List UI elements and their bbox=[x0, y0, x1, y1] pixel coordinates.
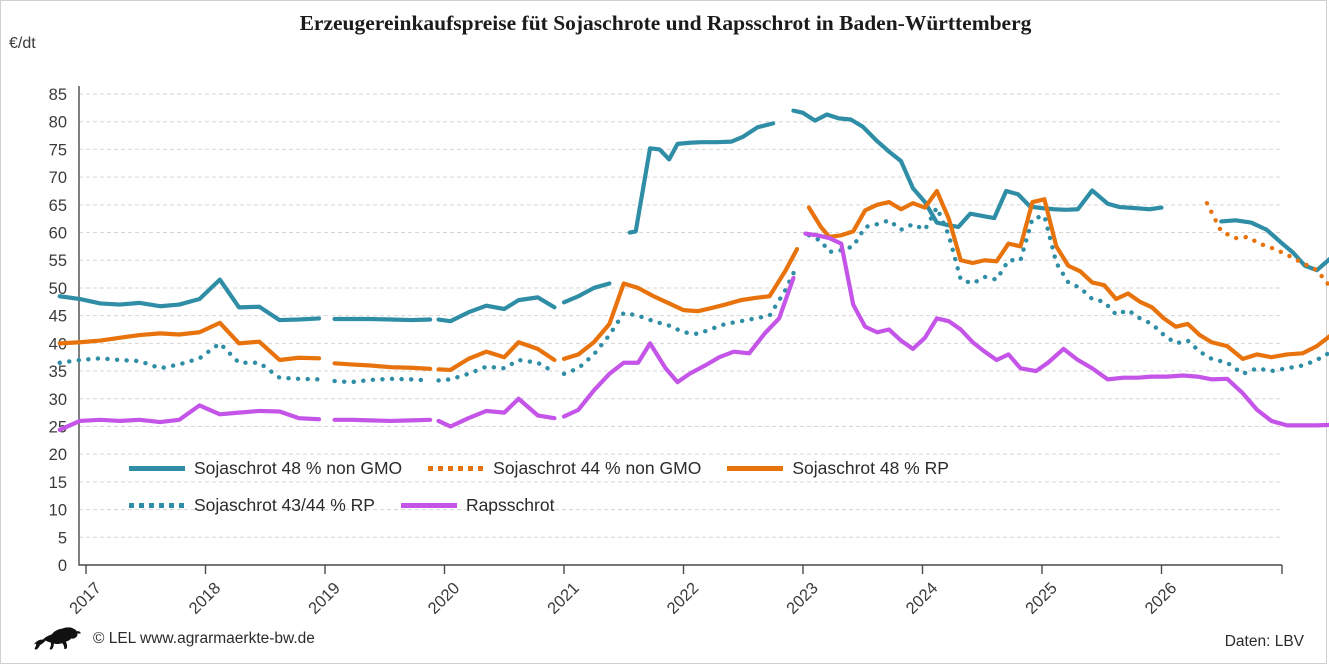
legend-swatch-sojaschrot-48-non-gmo bbox=[129, 466, 185, 471]
legend-swatch-rapsschrot bbox=[400, 503, 457, 508]
x-axis-tick-label: 2023 bbox=[783, 579, 822, 618]
series-line bbox=[1204, 200, 1329, 289]
y-axis-tick-label: 85 bbox=[49, 86, 67, 104]
y-axis-tick-label: 35 bbox=[49, 363, 67, 381]
series-line bbox=[561, 275, 796, 419]
y-axis-ticks: 0 5 10 15 20 25 30 35 40 45 50 55 60 65 70 75 80 85 bbox=[49, 86, 67, 575]
x-axis-ticks: 2017 2018 2019 2020 2021 2022 2023 2024 2025 2026 bbox=[66, 565, 1283, 618]
legend-item-sojaschrot-48-rp[interactable]: Sojaschrot 48 % RP bbox=[727, 458, 949, 479]
legend-row-2: Sojaschrot 43/44 % RP Rapsschrot bbox=[129, 487, 1239, 524]
y-axis-tick-label: 60 bbox=[49, 225, 67, 243]
series-line bbox=[561, 281, 612, 305]
legend-label-rapsschrot: Rapsschrot bbox=[465, 495, 555, 515]
y-axis-tick-label: 65 bbox=[49, 197, 67, 215]
y-axis-unit-label: €/dt bbox=[9, 35, 36, 52]
x-axis-tick-label: 2026 bbox=[1142, 579, 1181, 618]
y-axis-tick-label: 45 bbox=[49, 308, 67, 326]
page-title: Erzeugereinkaufspreise füt Sojaschrote u… bbox=[299, 11, 1032, 35]
data-series bbox=[57, 108, 1329, 432]
chart-legend: Sojaschrot 48 % non GMO Sojaschrot 44 % … bbox=[129, 450, 1239, 524]
series-line bbox=[332, 361, 433, 371]
y-axis-tick-label: 0 bbox=[58, 557, 67, 575]
axis-line bbox=[78, 86, 1282, 566]
x-axis-tick-label: 2020 bbox=[425, 579, 464, 618]
legend-label-sojaschrot-44-non-gmo: Sojaschrot 44 % non GMO bbox=[493, 458, 702, 478]
lion-logo-icon bbox=[34, 627, 81, 650]
series-line bbox=[436, 357, 557, 383]
legend-label-sojaschrot-48-non-gmo: Sojaschrot 48 % non GMO bbox=[194, 458, 403, 478]
series-line bbox=[332, 417, 433, 424]
legend-item-sojaschrot-43-44-rp[interactable]: Sojaschrot 43/44 % RP bbox=[129, 495, 375, 516]
series-line bbox=[561, 263, 800, 377]
legend-item-sojaschrot-44-non-gmo[interactable]: Sojaschrot 44 % non GMO bbox=[428, 458, 701, 479]
footer-copyright: © LEL www.agrarmaerkte-bw.de bbox=[93, 630, 315, 647]
series-line bbox=[436, 340, 557, 373]
y-axis-tick-label: 25 bbox=[49, 418, 67, 436]
legend-swatch-sojaschrot-48-rp bbox=[727, 466, 784, 471]
series-line bbox=[806, 188, 1329, 361]
y-axis-tick-label: 40 bbox=[49, 335, 67, 353]
series-line bbox=[332, 316, 433, 323]
series-line bbox=[791, 108, 1164, 230]
x-axis-tick-label: 2017 bbox=[66, 579, 105, 618]
series-line bbox=[57, 403, 322, 432]
series-line bbox=[57, 320, 322, 363]
y-axis-tick-label: 5 bbox=[58, 529, 67, 547]
series-line bbox=[561, 247, 800, 361]
series-line bbox=[436, 396, 557, 429]
legend-item-rapsschrot[interactable]: Rapsschrot bbox=[400, 495, 555, 516]
y-axis-tick-label: 15 bbox=[49, 474, 67, 492]
y-axis-tick-label: 10 bbox=[49, 502, 67, 520]
y-axis-tick-label: 80 bbox=[49, 114, 67, 132]
series-line bbox=[57, 277, 322, 323]
series-line bbox=[436, 295, 557, 324]
series-line bbox=[803, 231, 1329, 428]
x-axis-tick-label: 2022 bbox=[664, 579, 703, 618]
legend-item-sojaschrot-48-non-gmo[interactable]: Sojaschrot 48 % non GMO bbox=[129, 458, 402, 479]
x-axis-tick-label: 2024 bbox=[903, 579, 942, 618]
x-axis-tick-label: 2021 bbox=[544, 579, 583, 618]
legend-swatch-sojaschrot-43-44-rp bbox=[129, 503, 185, 508]
footer-left: © LEL www.agrarmaerkte-bw.de bbox=[31, 625, 315, 653]
axis-lines bbox=[78, 86, 1282, 566]
series-line bbox=[627, 121, 776, 235]
x-axis-tick-label: 2018 bbox=[186, 579, 225, 618]
legend-label-sojaschrot-48-rp: Sojaschrot 48 % RP bbox=[792, 458, 949, 478]
legend-row-1: Sojaschrot 48 % non GMO Sojaschrot 44 % … bbox=[129, 450, 1239, 487]
y-axis-tick-label: 75 bbox=[49, 141, 67, 159]
footer-source: Daten: LBV bbox=[1224, 633, 1304, 650]
legend-swatch-sojaschrot-44-non-gmo bbox=[428, 466, 485, 471]
y-axis-tick-label: 70 bbox=[49, 169, 67, 187]
y-axis-tick-label: 30 bbox=[49, 391, 67, 409]
legend-label-sojaschrot-43-44-rp: Sojaschrot 43/44 % RP bbox=[194, 495, 375, 515]
y-axis-tick-label: 55 bbox=[49, 252, 67, 270]
x-axis-tick-label: 2019 bbox=[305, 579, 344, 618]
x-axis-tick-label: 2025 bbox=[1022, 579, 1061, 618]
y-axis-tick-label: 20 bbox=[49, 446, 67, 464]
series-line bbox=[332, 376, 433, 385]
y-axis-tick-label: 50 bbox=[49, 280, 67, 298]
series-line bbox=[1219, 218, 1329, 273]
